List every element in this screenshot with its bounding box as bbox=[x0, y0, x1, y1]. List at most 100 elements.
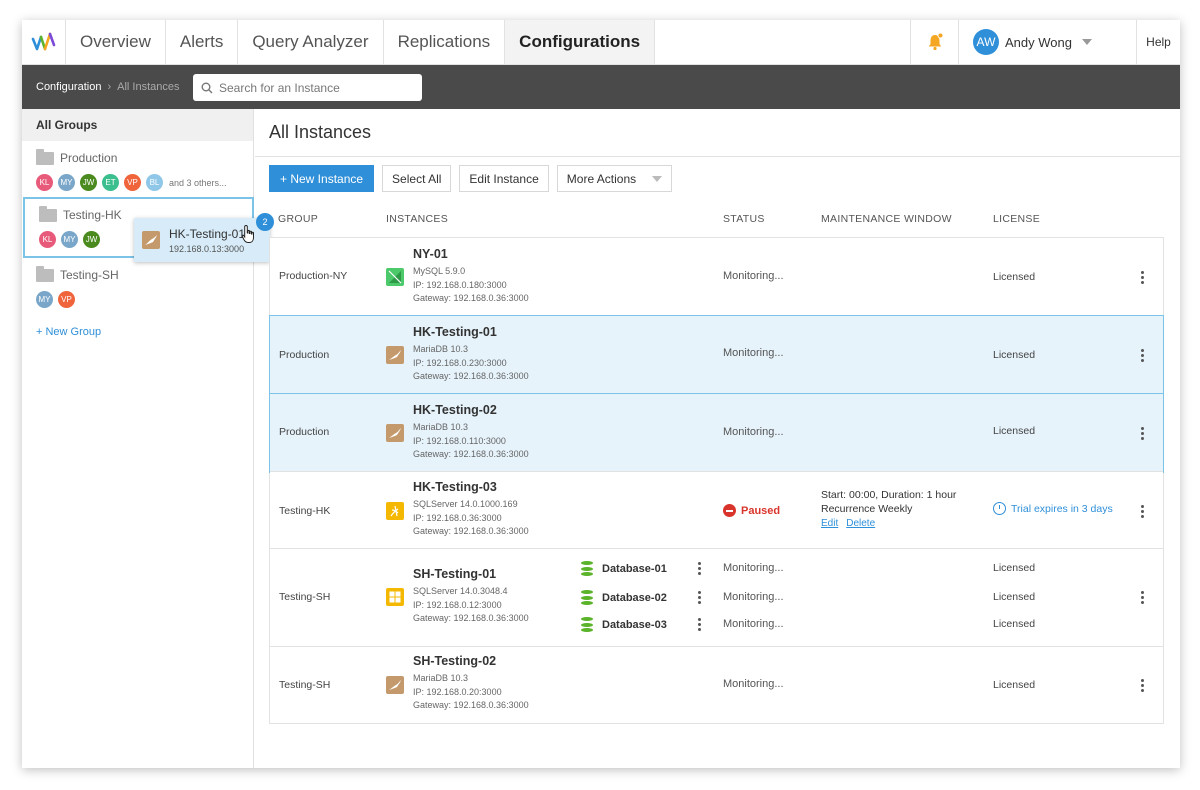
instance-name[interactable]: SH-Testing-01 bbox=[413, 567, 497, 581]
maintenance-schedule: Start: 00:00, Duration: 1 hour bbox=[821, 489, 957, 501]
tab-configurations[interactable]: Configurations bbox=[505, 20, 656, 64]
maintenance-delete-link[interactable]: Delete bbox=[846, 518, 876, 529]
instance-version: MariaDB 10.3 bbox=[413, 344, 469, 354]
group-name: Production bbox=[60, 151, 118, 165]
bell-icon bbox=[928, 33, 943, 51]
group-name: Testing-HK bbox=[63, 208, 122, 222]
folder-icon bbox=[36, 265, 54, 282]
table-row[interactable]: Testing-HK HK-Testing-03 SQLServer 14.0.… bbox=[270, 472, 1163, 549]
instance-ip: IP: 192.168.0.12:3000 bbox=[413, 599, 502, 610]
database-menu-kebab-icon[interactable] bbox=[693, 617, 705, 632]
search-input[interactable] bbox=[219, 80, 419, 95]
table-row[interactable]: Production HK-Testing-01 MariaDB 10.3 IP… bbox=[269, 315, 1164, 395]
license-text: Licensed bbox=[993, 679, 1036, 691]
instance-name[interactable]: HK-Testing-03 bbox=[413, 480, 497, 494]
instance-name[interactable]: HK-Testing-01 bbox=[413, 325, 497, 339]
database-item[interactable]: Database-01 bbox=[581, 561, 667, 576]
search-box bbox=[193, 74, 422, 101]
instance-gateway: Gateway: 192.168.0.36:3000 bbox=[413, 293, 529, 303]
instance-ip: IP: 192.168.0.110:3000 bbox=[413, 435, 506, 446]
group-members: KL MY JW ET VP BL and 3 others... bbox=[36, 174, 239, 191]
instance-name[interactable]: NY-01 bbox=[413, 247, 448, 261]
breadcrumb-bar: Configuration › All Instances bbox=[22, 65, 1180, 109]
row-menu-kebab-icon[interactable] bbox=[1136, 426, 1148, 441]
user-name: Andy Wong bbox=[1005, 34, 1072, 50]
row-menu-kebab-icon[interactable] bbox=[1136, 504, 1148, 519]
select-all-button[interactable]: Select All bbox=[382, 165, 452, 192]
instance-info: NY-01 MySQL 5.9.0 IP: 192.168.0.180:3000… bbox=[413, 247, 529, 306]
breadcrumb-root[interactable]: Configuration bbox=[36, 81, 102, 93]
sidebar-group-testing-sh[interactable]: Testing-SH MY VP bbox=[22, 258, 253, 314]
database-item[interactable]: Database-03 bbox=[581, 617, 667, 632]
database-menu-kebab-icon[interactable] bbox=[693, 590, 705, 605]
table-row[interactable]: Testing-SH SH-Testing-01 SQLServer 14.0.… bbox=[270, 549, 1163, 647]
tab-query-analyzer[interactable]: Query Analyzer bbox=[238, 20, 384, 64]
table-row[interactable]: Testing-SH SH-Testing-02 MariaDB 10.3 IP… bbox=[270, 647, 1163, 723]
sidebar-all-groups[interactable]: All Groups bbox=[22, 109, 253, 141]
more-actions-dropdown[interactable]: More Actions bbox=[556, 165, 673, 192]
row-menu-kebab-icon[interactable] bbox=[1136, 270, 1148, 285]
table-row[interactable]: Production HK-Testing-02 MariaDB 10.3 IP… bbox=[269, 393, 1164, 473]
instance-name[interactable]: SH-Testing-02 bbox=[413, 654, 497, 668]
clock-icon bbox=[993, 502, 1006, 515]
help-link[interactable]: Help bbox=[1136, 20, 1180, 64]
database-menu-kebab-icon[interactable] bbox=[693, 561, 705, 576]
table-header: GROUP INSTANCES STATUS MAINTENANCE WINDO… bbox=[269, 209, 1164, 237]
status-text: Monitoring... bbox=[723, 591, 784, 603]
maintenance-recurrence: Recurrence Weekly bbox=[821, 503, 913, 515]
instance-gateway: Gateway: 192.168.0.36:3000 bbox=[413, 700, 529, 710]
avatar: MY bbox=[58, 174, 75, 191]
instance-info: SH-Testing-01 SQLServer 14.0.3048.4 IP: … bbox=[413, 567, 529, 626]
license-text: Licensed bbox=[993, 618, 1036, 630]
instance-info: HK-Testing-01 MariaDB 10.3 IP: 192.168.0… bbox=[413, 325, 529, 384]
row-group: Production bbox=[279, 349, 330, 361]
license-text: Licensed bbox=[993, 425, 1036, 437]
status-text: Monitoring... bbox=[723, 618, 784, 630]
row-group: Production bbox=[279, 426, 330, 438]
chevron-down-icon bbox=[1081, 39, 1092, 45]
drag-count-badge: 2 bbox=[256, 213, 274, 231]
column-header-maintenance[interactable]: MAINTENANCE WINDOW bbox=[821, 213, 952, 225]
instance-version: SQLServer 14.0.3048.4 bbox=[413, 586, 508, 596]
tab-replications[interactable]: Replications bbox=[384, 20, 506, 64]
column-header-instances[interactable]: INSTANCES bbox=[386, 213, 449, 225]
mariadb-icon bbox=[386, 424, 404, 442]
license-text: Licensed bbox=[993, 349, 1036, 361]
maintenance-window: Start: 00:00, Duration: 1 hour Recurrenc… bbox=[821, 488, 956, 531]
instance-version: MariaDB 10.3 bbox=[413, 673, 469, 683]
instance-name[interactable]: HK-Testing-02 bbox=[413, 403, 497, 417]
database-name: Database-01 bbox=[602, 562, 667, 575]
column-header-license[interactable]: LICENSE bbox=[993, 213, 1041, 225]
mariadb-icon bbox=[386, 676, 404, 694]
tab-alerts[interactable]: Alerts bbox=[166, 20, 239, 64]
top-nav: Overview Alerts Query Analyzer Replicati… bbox=[22, 20, 1180, 65]
row-menu-kebab-icon[interactable] bbox=[1136, 678, 1148, 693]
instance-gateway: Gateway: 192.168.0.36:3000 bbox=[413, 613, 529, 623]
drag-preview-ip: 192.168.0.13:3000 bbox=[169, 243, 245, 254]
new-group-link[interactable]: + New Group bbox=[36, 326, 102, 338]
row-menu-kebab-icon[interactable] bbox=[1136, 590, 1148, 605]
table-row[interactable]: Production-NY NY-01 MySQL 5.9.0 IP: 192.… bbox=[270, 238, 1163, 316]
edit-instance-button[interactable]: Edit Instance bbox=[459, 165, 549, 192]
column-header-status[interactable]: STATUS bbox=[723, 213, 765, 225]
avatar: ET bbox=[102, 174, 119, 191]
instance-ip: IP: 192.168.0.36:3000 bbox=[413, 512, 502, 523]
row-group: Testing-SH bbox=[279, 591, 331, 603]
avatar: MY bbox=[61, 231, 78, 248]
status-text: Monitoring... bbox=[723, 426, 784, 438]
notifications-button[interactable] bbox=[910, 20, 958, 64]
row-menu-kebab-icon[interactable] bbox=[1136, 348, 1148, 363]
user-menu[interactable]: AW Andy Wong bbox=[958, 20, 1136, 64]
chevron-down-icon bbox=[652, 175, 663, 182]
tab-overview[interactable]: Overview bbox=[66, 20, 166, 64]
database-item[interactable]: Database-02 bbox=[581, 590, 667, 605]
sidebar-group-production[interactable]: Production KL MY JW ET VP BL and 3 other… bbox=[22, 141, 253, 197]
windows-sqlserver-icon bbox=[386, 588, 404, 606]
instance-info: HK-Testing-02 MariaDB 10.3 IP: 192.168.0… bbox=[413, 403, 529, 462]
license-text[interactable]: Trial expires in 3 days bbox=[1011, 502, 1113, 515]
nav-spacer bbox=[655, 20, 910, 64]
new-instance-button[interactable]: + New Instance bbox=[269, 165, 375, 192]
app-logo[interactable] bbox=[22, 20, 66, 64]
column-header-group[interactable]: GROUP bbox=[278, 213, 319, 225]
maintenance-edit-link[interactable]: Edit bbox=[821, 518, 839, 529]
